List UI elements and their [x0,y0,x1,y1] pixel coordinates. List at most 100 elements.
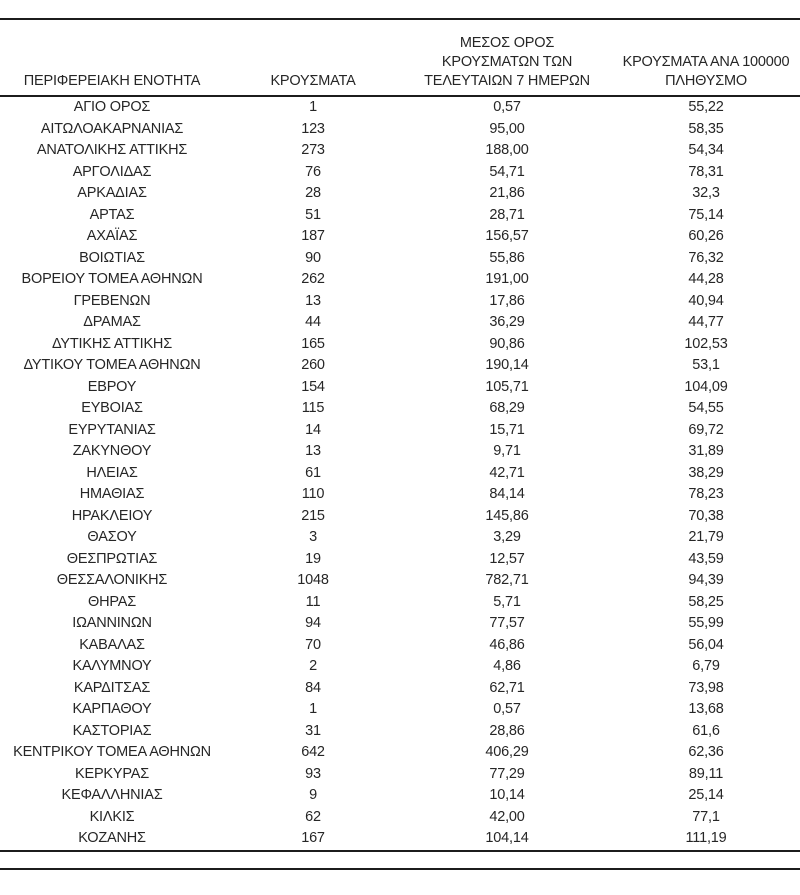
column-header-cases: ΚΡΟΥΣΜΑΤΑ [224,20,402,97]
table-cell-avg-cases-last-7-days: 406,29 [485,744,529,760]
table-cell-avg-cases-last-7-days: 77,57 [489,615,525,631]
table-cell-cases: 1048 [297,572,329,588]
table-cell-cases: 2 [309,658,317,674]
table-cell-cases: 1 [309,99,317,115]
table-cell-avg-cases-last-7-days: 10,14 [489,787,525,803]
table-cell-cases-per-100000: 43,59 [688,550,724,567]
table-top-rule [0,18,800,20]
table-cell-cases-per-100000: 111,19 [685,830,727,846]
table-cell-cases-per-100000: 56,04 [688,636,724,653]
table-row: ΘΕΣΣΑΛΟΝΙΚΗΣ 1048 782,71 94,39 [0,570,800,592]
column-header-line: ΚΡΟΥΣΜΑΤΑ [270,73,356,89]
table-cell-cases: 76 [305,163,321,180]
table-cell-regional-unit: ΘΕΣΠΡΩΤΙΑΣ [66,550,158,567]
column-header-line: ΠΛΗΘΥΣΜΟ [665,73,747,89]
table-cell-avg-cases-last-7-days: 95,00 [489,120,525,137]
table-cell-avg-cases-last-7-days: 68,29 [489,400,525,416]
table-cell-avg-cases-last-7-days: 105,71 [485,378,529,395]
table-cell-cases-per-100000: 44,28 [688,271,724,287]
table-cell-cases: 28 [305,185,321,201]
table-cell-cases-per-100000: 6,79 [692,658,720,674]
table-cell-cases-per-100000: 58,35 [688,120,724,137]
table-cell-cases-per-100000: 102,53 [684,335,728,352]
table-row: ΙΩΑΝΝΙΝΩΝ 94 77,57 55,99 [0,613,800,635]
table-cell-avg-cases-last-7-days: 188,00 [485,142,529,158]
table-cell-regional-unit: ΔΡΑΜΑΣ [83,314,141,330]
column-header-line: ΚΡΟΥΣΜΑΤΑ ΑΝΑ 100000 [622,54,790,70]
table-cell-cases-per-100000: 61,6 [692,722,720,739]
table-row: ΚΑΡΔΙΤΣΑΣ 84 62,71 73,98 [0,678,800,700]
table-cell-regional-unit: ΘΕΣΣΑΛΟΝΙΚΗΣ [56,572,168,588]
table-cell-avg-cases-last-7-days: 28,86 [489,722,525,739]
table-row: ΓΡΕΒΕΝΩΝ 13 17,86 40,94 [0,291,800,313]
table-row: ΗΜΑΘΙΑΣ 110 84,14 78,23 [0,484,800,506]
column-header-line: ΜΕΣΟΣ ΟΡΟΣ [459,35,555,51]
table-cell-avg-cases-last-7-days: 9,71 [493,443,521,459]
table-row: ΔΥΤΙΚΟΥ ΤΟΜΕΑ ΑΘΗΝΩΝ 260 190,14 53,1 [0,355,800,377]
table-row: ΚΑΒΑΛΑΣ 70 46,86 56,04 [0,635,800,657]
table-cell-cases-per-100000: 55,99 [688,615,724,631]
table-cell-avg-cases-last-7-days: 15,71 [489,421,525,438]
column-header-line: ΠΕΡΙΦΕΡΕΙΑΚΗ ΕΝΟΤΗΤΑ [23,73,201,89]
table-row: ΑΧΑΪΑΣ 187 156,57 60,26 [0,226,800,248]
table-cell-cases: 13 [305,292,321,309]
table-row: ΑΝΑΤΟΛΙΚΗΣ ΑΤΤΙΚΗΣ 273 188,00 54,34 [0,140,800,162]
table-row: ΚΟΖΑΝΗΣ 167 104,14 111,19 [0,828,800,851]
table-row: ΑΡΚΑΔΙΑΣ 28 21,86 32,3 [0,183,800,205]
table-cell-regional-unit: ΕΥΒΟΙΑΣ [81,400,143,416]
table-cell-avg-cases-last-7-days: 191,00 [485,271,529,287]
table-cell-cases: 9 [309,787,317,803]
table-cell-cases-per-100000: 38,29 [688,464,724,481]
table-cell-regional-unit: ΚΕΡΚΥΡΑΣ [75,765,149,782]
table-cell-cases: 262 [301,271,325,287]
table-cell-cases: 13 [305,443,321,459]
table-cell-cases-per-100000: 53,1 [692,357,720,373]
table-cell-cases-per-100000: 40,94 [688,292,724,309]
table-cell-avg-cases-last-7-days: 42,71 [489,464,525,481]
table-cell-avg-cases-last-7-days: 55,86 [489,249,525,266]
column-header-line: ΚΡΟΥΣΜΑΤΩΝ ΤΩΝ [441,54,573,70]
table-cell-regional-unit: ΚΑΒΑΛΑΣ [79,636,145,653]
table-cell-cases-per-100000: 62,36 [688,744,724,760]
table-cell-cases: 14 [305,421,321,438]
table-cell-cases: 31 [305,722,321,739]
table-cell-avg-cases-last-7-days: 36,29 [489,314,525,330]
table-cell-regional-unit: ΑΙΤΩΛΟΑΚΑΡΝΑΝΙΑΣ [40,120,184,137]
table-cell-avg-cases-last-7-days: 17,86 [489,292,525,309]
table-row: ΘΕΣΠΡΩΤΙΑΣ 19 12,57 43,59 [0,549,800,571]
table-cell-avg-cases-last-7-days: 46,86 [489,636,525,653]
table-cell-avg-cases-last-7-days: 28,71 [489,206,525,223]
table-cell-regional-unit: ΗΜΑΘΙΑΣ [79,486,145,502]
table-cell-cases: 187 [301,228,325,244]
table-cell-cases-per-100000: 78,23 [688,486,724,502]
table-cell-cases-per-100000: 32,3 [692,185,720,201]
table-cell-avg-cases-last-7-days: 12,57 [489,550,525,567]
table-cell-regional-unit: ΑΡΚΑΔΙΑΣ [77,185,147,201]
table-cell-avg-cases-last-7-days: 0,57 [493,99,521,115]
table-cell-regional-unit: ΓΡΕΒΕΝΩΝ [73,292,151,309]
table-cell-cases: 167 [301,830,325,846]
table-row: ΚΕΦΑΛΛΗΝΙΑΣ 9 10,14 25,14 [0,785,800,807]
table-row: ΒΟΡΕΙΟΥ ΤΟΜΕΑ ΑΘΗΝΩΝ 262 191,00 44,28 [0,269,800,291]
table-row: ΔΡΑΜΑΣ 44 36,29 44,77 [0,312,800,334]
table-cell-regional-unit: ΚΑΣΤΟΡΙΑΣ [72,722,152,739]
table-cell-cases-per-100000: 54,55 [688,400,724,416]
table-cell-cases-per-100000: 44,77 [688,314,724,330]
table-row: ΑΙΤΩΛΟΑΚΑΡΝΑΝΙΑΣ 123 95,00 58,35 [0,119,800,141]
table-row: ΚΙΛΚΙΣ 62 42,00 77,1 [0,807,800,829]
table-cell-regional-unit: ΚΑΡΠΑΘΟΥ [72,701,152,717]
table-cell-regional-unit: ΕΒΡΟΥ [87,378,137,395]
table-cell-regional-unit: ΔΥΤΙΚΟΥ ΤΟΜΕΑ ΑΘΗΝΩΝ [23,357,201,373]
table-row: ΚΑΡΠΑΘΟΥ 1 0,57 13,68 [0,699,800,721]
table-cell-avg-cases-last-7-days: 156,57 [485,228,529,244]
table-cell-regional-unit: ΑΝΑΤΟΛΙΚΗΣ ΑΤΤΙΚΗΣ [36,142,188,158]
table-cell-regional-unit: ΚΑΡΔΙΤΣΑΣ [73,679,151,696]
column-header-cases-per-100000: ΚΡΟΥΣΜΑΤΑ ΑΝΑ 100000 ΠΛΗΘΥΣΜΟ [612,20,800,97]
table-header: ΠΕΡΙΦΕΡΕΙΑΚΗ ΕΝΟΤΗΤΑ ΚΡΟΥΣΜΑΤΑ ΜΕΣΟΣ ΟΡΟΣ Κ… [0,20,800,97]
table-cell-cases: 115 [301,400,325,416]
table-row: ΚΑΣΤΟΡΙΑΣ 31 28,86 61,6 [0,721,800,743]
table-cell-avg-cases-last-7-days: 21,86 [489,185,525,201]
table-cell-regional-unit: ΘΗΡΑΣ [88,593,136,610]
column-header-line: ΤΕΛΕΥΤΑΙΩΝ 7 ΗΜΕΡΩΝ [424,73,590,89]
table-cell-avg-cases-last-7-days: 4,86 [493,658,521,674]
